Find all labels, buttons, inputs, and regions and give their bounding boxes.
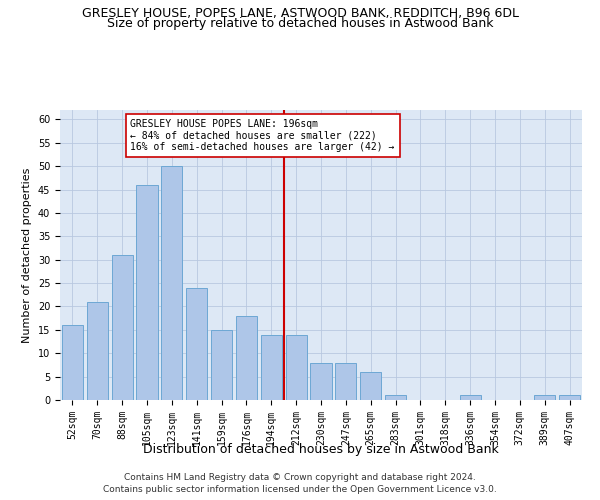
Bar: [112, 255, 133, 400]
Bar: [211, 330, 232, 400]
Bar: [87, 302, 108, 400]
Text: Contains HM Land Registry data © Crown copyright and database right 2024.: Contains HM Land Registry data © Crown c…: [124, 472, 476, 482]
Bar: [360, 372, 381, 400]
Bar: [62, 325, 83, 400]
Bar: [136, 185, 158, 400]
Bar: [385, 396, 406, 400]
Text: GRESLEY HOUSE, POPES LANE, ASTWOOD BANK, REDDITCH, B96 6DL: GRESLEY HOUSE, POPES LANE, ASTWOOD BANK,…: [82, 8, 518, 20]
Bar: [335, 362, 356, 400]
Bar: [559, 396, 580, 400]
Text: GRESLEY HOUSE POPES LANE: 196sqm
← 84% of detached houses are smaller (222)
16% : GRESLEY HOUSE POPES LANE: 196sqm ← 84% o…: [130, 118, 395, 152]
Bar: [534, 396, 555, 400]
Text: Distribution of detached houses by size in Astwood Bank: Distribution of detached houses by size …: [143, 442, 499, 456]
Bar: [310, 362, 332, 400]
Bar: [286, 334, 307, 400]
Bar: [261, 334, 282, 400]
Bar: [460, 396, 481, 400]
Text: Contains public sector information licensed under the Open Government Licence v3: Contains public sector information licen…: [103, 485, 497, 494]
Bar: [236, 316, 257, 400]
Bar: [186, 288, 207, 400]
Y-axis label: Number of detached properties: Number of detached properties: [22, 168, 32, 342]
Text: Size of property relative to detached houses in Astwood Bank: Size of property relative to detached ho…: [107, 18, 493, 30]
Bar: [161, 166, 182, 400]
